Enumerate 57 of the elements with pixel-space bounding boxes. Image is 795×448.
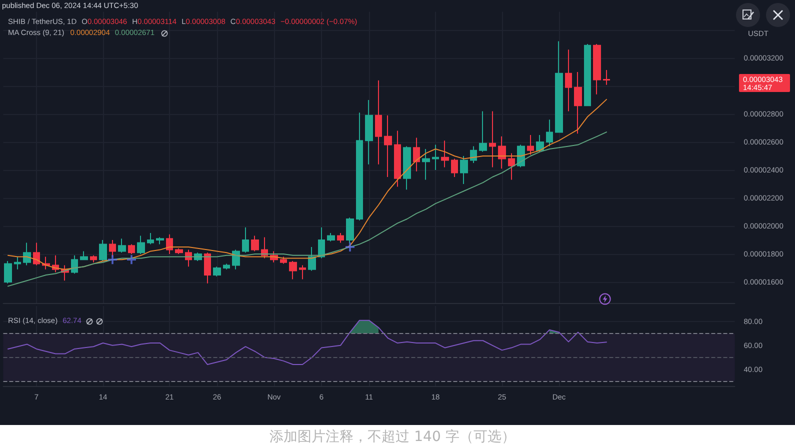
candlestick (422, 148, 430, 180)
candlestick (33, 242, 40, 266)
candlestick (603, 70, 610, 86)
line-series (8, 132, 607, 287)
candlestick (213, 266, 221, 277)
candlestick (327, 232, 335, 242)
candlestick (14, 256, 21, 270)
line-series (8, 98, 607, 270)
candlestick (90, 254, 97, 263)
candlestick (299, 264, 306, 280)
candlestick (118, 238, 126, 254)
candlestick (356, 112, 363, 221)
candlestick (365, 100, 373, 165)
candlestick (99, 240, 107, 262)
candlestick (337, 232, 344, 244)
candlestick (251, 235, 259, 252)
candlestick (489, 110, 496, 168)
candlestick (565, 49, 572, 112)
candlestick (593, 44, 601, 95)
candlestick (384, 114, 392, 178)
candlestick (451, 158, 458, 178)
candlestick (498, 136, 506, 170)
candlestick (242, 226, 249, 254)
candlestick (413, 137, 420, 172)
candlestick (280, 256, 287, 264)
candlestick (166, 234, 173, 254)
candlestick (175, 248, 183, 254)
candlestick (527, 134, 534, 156)
candlestick (232, 249, 240, 270)
candlestick (574, 72, 582, 134)
candlestick (308, 246, 316, 272)
candlestick (4, 260, 12, 284)
candlestick (318, 226, 325, 259)
candlestick (71, 254, 78, 274)
candlestick (479, 110, 487, 152)
candlestick (375, 80, 382, 165)
candlestick (460, 156, 468, 184)
candlestick (23, 242, 31, 266)
text: 添加图片注释，不超过 140 字（可选） (270, 429, 516, 445)
candlestick (289, 260, 297, 280)
candlestick (223, 263, 230, 270)
candlestick (441, 140, 449, 168)
candlestick (394, 130, 401, 188)
candlestick (156, 236, 164, 245)
candlestick (403, 146, 411, 190)
candlestick (508, 152, 515, 180)
candlestick (536, 134, 544, 152)
candlestick (204, 252, 211, 284)
candlestick (584, 44, 591, 106)
candlestick (128, 244, 135, 254)
candlestick (80, 250, 88, 260)
candlestick (432, 144, 439, 170)
candlestick (546, 119, 553, 147)
candlestick (137, 235, 145, 254)
candlestick (555, 40, 563, 133)
line-series (8, 320, 607, 366)
candlestick (147, 232, 154, 245)
